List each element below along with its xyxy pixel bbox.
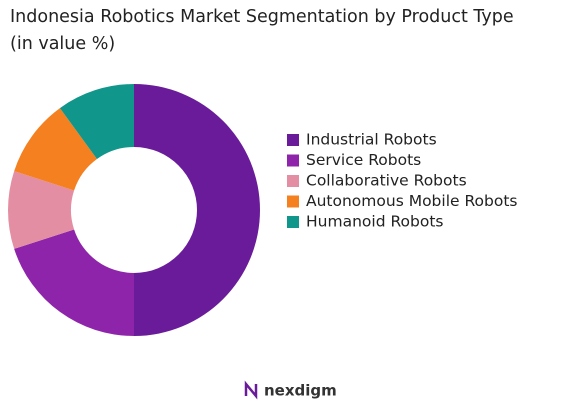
- legend-swatch: [287, 175, 299, 187]
- donut-slice: [14, 229, 135, 336]
- legend-swatch: [287, 134, 299, 146]
- brand-logo: nexdigm: [244, 380, 337, 400]
- legend-label: Autonomous Mobile Robots: [306, 192, 518, 210]
- legend-label: Collaborative Robots: [306, 172, 467, 190]
- legend-swatch: [287, 154, 299, 167]
- brand-name: nexdigm: [264, 382, 337, 400]
- logo-icon: [244, 380, 258, 400]
- donut-slice: [7, 171, 75, 249]
- legend-label: Service Robots: [306, 151, 421, 169]
- donut-slice: [134, 84, 260, 336]
- legend-swatch: [287, 216, 299, 228]
- legend-label: Industrial Robots: [306, 131, 437, 149]
- chart-title: Indonesia Robotics Market Segmentation b…: [10, 7, 514, 54]
- donut-slice: [14, 108, 97, 191]
- legend-swatch: [287, 195, 299, 208]
- donut-slice: [59, 84, 134, 160]
- legend-label: Humanoid Robots: [306, 213, 444, 231]
